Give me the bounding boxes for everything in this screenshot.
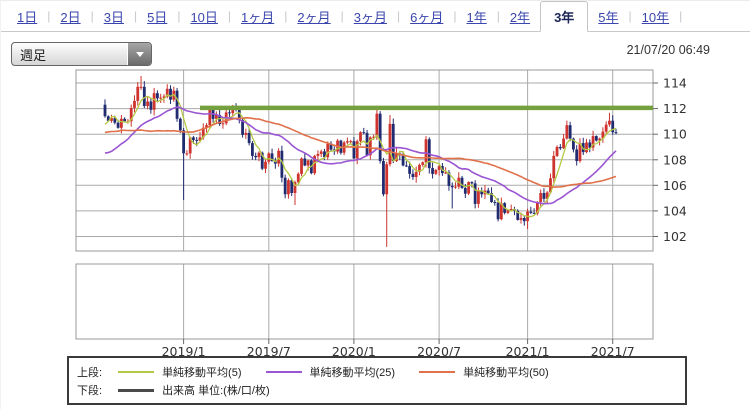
svg-text:2020/7: 2020/7: [417, 344, 461, 359]
tab-separator: |: [227, 9, 232, 23]
svg-text:108: 108: [663, 152, 687, 167]
interval-value: 週足: [20, 47, 47, 63]
tab-separator: |: [284, 9, 288, 23]
tab-10y[interactable]: 10年: [641, 9, 670, 25]
tab-3y[interactable]: 3年: [540, 1, 589, 32]
lower-row-label: 下段:: [77, 385, 103, 397]
tab-separator: |: [453, 9, 457, 23]
svg-text:2019/1: 2019/1: [162, 344, 206, 359]
chevron-down-icon: [135, 51, 144, 57]
svg-text:114: 114: [663, 76, 687, 91]
y-axis-labels: 102 104 106 108 110 112 114: [653, 76, 687, 244]
tab-2y[interactable]: 2年: [509, 9, 531, 25]
chart-legend: 上段: 単純移動平均(5) 単純移動平均(25) 単純移動平均(50) 下段: …: [67, 356, 687, 405]
sma50-label: 単純移動平均(50): [463, 367, 549, 379]
volume-panel-border: [75, 263, 654, 340]
sma5-label: 単純移動平均(5): [162, 367, 242, 379]
tab-10d[interactable]: 10日: [190, 9, 218, 25]
tab-5y[interactable]: 5年: [598, 9, 619, 25]
sma25-swatch: [265, 371, 302, 373]
volume-swatch: [118, 388, 155, 392]
volume-label: 出来高 単位:(株/口/枚): [162, 385, 270, 397]
sma5-swatch: [118, 371, 155, 373]
price-panel-border: [75, 69, 654, 252]
svg-text:112: 112: [663, 101, 687, 116]
tab-separator: |: [90, 9, 94, 23]
svg-text:2021/1: 2021/1: [506, 344, 550, 359]
svg-text:110: 110: [663, 127, 687, 142]
svg-text:106: 106: [663, 178, 687, 193]
tab-1y[interactable]: 1年: [466, 9, 487, 25]
tab-separator: |: [679, 9, 683, 23]
dropdown-arrow-button[interactable]: [127, 43, 151, 65]
sma5-line: [104, 93, 617, 218]
tab-2mo[interactable]: 2ヶ月: [297, 9, 331, 25]
tab-1d[interactable]: 1日: [17, 9, 38, 25]
tab-3d[interactable]: 3日: [103, 9, 124, 25]
svg-text:104: 104: [663, 203, 687, 218]
period-tabbar: 1日 | 2日 | 3日 | 5日 | 10日 | 1ヶ月 | 2ヶ月 | 3ヶ月 | 6ヶ月 | 1年 | 2年 3年 5…: [1, 1, 750, 32]
tab-separator: |: [396, 9, 401, 23]
gridlines: [76, 70, 653, 339]
sma25-line: [104, 106, 617, 205]
svg-text:2019/7: 2019/7: [247, 344, 291, 359]
tab-separator: |: [628, 9, 632, 23]
svg-text:2020/1: 2020/1: [332, 344, 376, 359]
tab-separator: |: [496, 9, 500, 23]
x-axis-labels: 2019/1 2019/7 2020/1 2020/7 2021/1 2021/7: [162, 339, 635, 359]
legend-lower-row: 下段: 出来高 単位:(株/口/枚): [77, 382, 677, 398]
sma25-label: 単純移動平均(25): [309, 367, 396, 379]
svg-text:2021/7: 2021/7: [591, 344, 635, 359]
interval-dropdown[interactable]: 週足: [11, 42, 152, 66]
sma50-line: [104, 116, 617, 189]
svg-text:102: 102: [663, 229, 687, 244]
tab-5d[interactable]: 5日: [147, 9, 168, 25]
tab-separator: |: [47, 9, 51, 23]
candles: [103, 76, 618, 247]
tab-1mo[interactable]: 1ヶ月: [241, 9, 275, 25]
tab-separator: |: [340, 9, 344, 23]
tab-3mo[interactable]: 3ヶ月: [353, 9, 387, 25]
tab-2d[interactable]: 2日: [60, 9, 81, 25]
upper-row-label: 上段:: [77, 367, 103, 379]
timestamp: 21/07/20 06:49: [626, 43, 710, 57]
legend-upper-row: 上段: 単純移動平均(5) 単純移動平均(25) 単純移動平均(50): [77, 364, 677, 380]
tab-separator: |: [177, 9, 181, 23]
tab-separator: |: [133, 9, 138, 23]
tab-6mo[interactable]: 6ヶ月: [410, 9, 444, 25]
sma50-swatch: [419, 371, 456, 373]
